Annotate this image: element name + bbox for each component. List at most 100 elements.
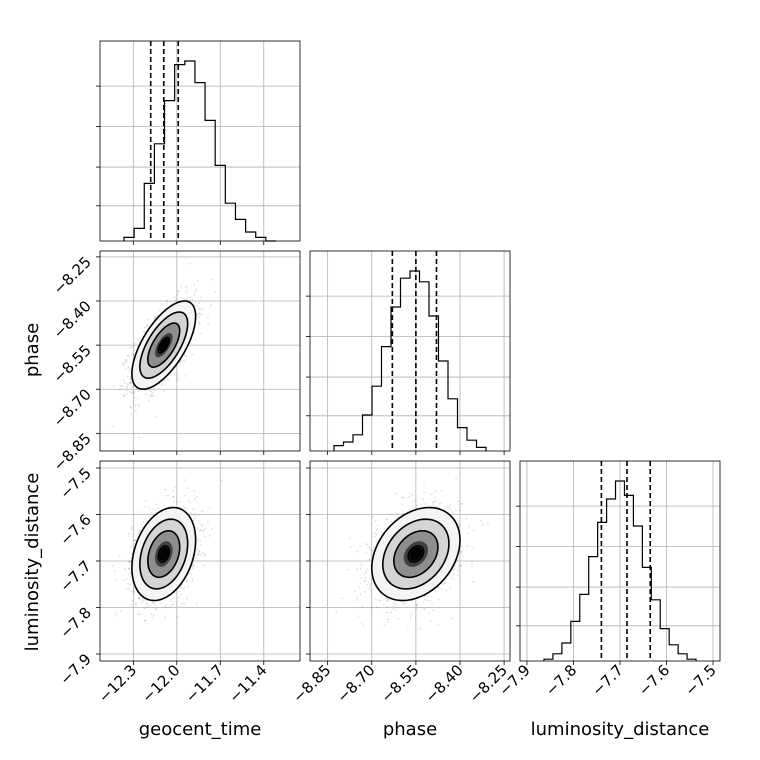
sample-point (155, 608, 158, 611)
sample-point (423, 608, 425, 611)
y-tick-label-luminosity_distance: −7.7 (56, 557, 94, 595)
sample-point (143, 607, 146, 610)
sample-point (210, 303, 213, 306)
sample-point (435, 590, 437, 593)
sample-point (193, 293, 196, 296)
sample-point (178, 590, 180, 593)
x-tick-label-luminosity_distance: −7.6 (635, 661, 673, 699)
sample-point (472, 546, 475, 549)
sample-point (419, 627, 422, 630)
sample-point (433, 589, 436, 592)
sample-point (361, 564, 363, 567)
sample-point (373, 535, 376, 538)
contour-line (381, 518, 450, 590)
sample-point (371, 515, 374, 518)
sample-point (183, 507, 186, 509)
y-tick-label-phase: −8.85 (50, 429, 95, 474)
sample-point (387, 600, 390, 603)
sample-point (456, 574, 459, 577)
sample-point (456, 569, 459, 572)
sample-point (374, 598, 377, 600)
sample-point (203, 564, 206, 567)
sample-point (369, 589, 372, 592)
contour-line (139, 311, 189, 380)
sample-point (472, 529, 475, 532)
sample-point (134, 539, 136, 542)
sample-point (366, 583, 368, 586)
sample-point (392, 605, 395, 608)
sample-point (176, 293, 179, 296)
sample-point (172, 495, 174, 498)
sample-point (180, 586, 183, 589)
sample-point (438, 503, 441, 505)
sample-point (173, 486, 176, 489)
sample-point (148, 605, 151, 608)
sample-point (367, 546, 370, 548)
scatter-points-layer (100, 263, 489, 630)
sample-point (177, 379, 180, 382)
sample-point (459, 509, 462, 512)
panel-frames-layer (96, 40, 721, 665)
sample-point (152, 616, 155, 619)
sample-point (158, 309, 161, 312)
sample-point (128, 370, 131, 372)
sample-point (167, 494, 170, 497)
sample-point (363, 590, 366, 593)
x-tick-label-phase: −8.40 (422, 661, 467, 706)
sample-point (193, 489, 196, 492)
histogram-phase (333, 270, 487, 451)
sample-point (181, 602, 183, 605)
sample-point (431, 603, 433, 606)
sample-point (446, 507, 449, 510)
sample-point (453, 578, 455, 581)
sample-point (394, 608, 397, 611)
sample-point (432, 501, 434, 504)
sample-point (207, 316, 209, 319)
sample-point (185, 580, 188, 583)
y-tick-label-phase: −8.55 (50, 341, 95, 386)
sample-point (335, 611, 338, 613)
x-tick-label-luminosity_distance: −7.8 (542, 661, 580, 699)
sample-point (359, 567, 362, 570)
sample-point (133, 590, 136, 593)
sample-point (133, 539, 136, 542)
sample-point (120, 385, 123, 388)
sample-point (424, 595, 427, 598)
sample-point (200, 313, 203, 316)
sample-point (432, 505, 435, 508)
sample-point (415, 604, 418, 607)
sample-point (381, 532, 383, 535)
sample-point (386, 518, 389, 521)
sample-point (432, 500, 435, 503)
sample-point (192, 514, 195, 517)
sample-point (401, 503, 404, 506)
sample-point (175, 501, 178, 504)
sample-point (461, 555, 464, 558)
sample-point (440, 588, 443, 590)
sample-point (191, 353, 194, 356)
sample-point (154, 604, 157, 606)
sample-point (385, 518, 388, 520)
sample-point (198, 550, 201, 552)
sample-point (164, 616, 167, 619)
sample-point (138, 336, 141, 339)
sample-point (129, 346, 132, 349)
sample-point (129, 584, 132, 587)
sample-point (453, 573, 455, 576)
sample-point (165, 303, 168, 305)
sample-point (127, 582, 129, 585)
sample-point (195, 288, 198, 291)
sample-point (198, 322, 201, 325)
sample-point (128, 355, 130, 358)
sample-point (125, 361, 128, 364)
sample-point (377, 607, 380, 609)
sample-point (130, 526, 133, 528)
sample-point (460, 565, 463, 567)
sample-point (198, 316, 201, 319)
sample-point (146, 325, 149, 328)
sample-point (183, 359, 186, 362)
sample-point (442, 583, 445, 585)
sample-point (200, 296, 203, 299)
sample-point (165, 604, 168, 606)
sample-point (122, 364, 125, 367)
